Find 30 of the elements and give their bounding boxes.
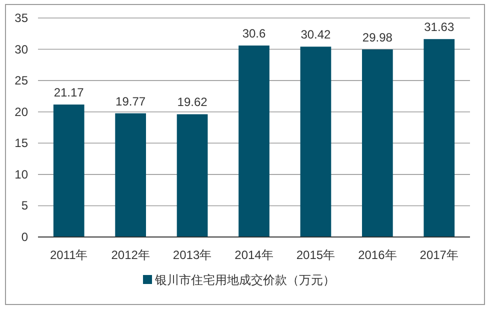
legend-label: 银川市住宅用地成交价款（万元） [154,273,335,287]
data-label: 19.77 [116,94,146,108]
data-label: 19.62 [177,95,208,110]
y-tick-label: 35 [14,11,28,25]
y-tick-label: 20 [14,104,28,119]
x-tick-label: 2014年 [234,248,274,262]
y-tick-label: 25 [14,74,28,88]
data-label: 29.98 [362,30,393,44]
x-tick-label: 2016年 [358,248,397,262]
data-label: 30.6 [242,26,266,41]
data-label: 30.42 [300,28,332,42]
bar [238,46,270,237]
x-tick-label: 2017年 [420,248,458,262]
bar [424,39,455,237]
y-tick-label: 15 [14,136,28,150]
x-tick-label: 2012年 [111,248,150,262]
x-tick-label: 2015年 [296,248,336,262]
bar [115,113,146,237]
x-tick-label: 2013年 [172,248,212,262]
y-tick-label: 5 [21,198,28,213]
bar [300,46,332,237]
x-tick-label: 2011年 [50,248,88,262]
y-tick-label: 0 [21,230,28,244]
data-label: 31.63 [424,20,454,34]
bar [176,114,208,237]
y-tick-label: 30 [14,42,28,56]
y-tick-label: 10 [14,167,28,182]
bar [362,49,393,237]
data-label: 21.17 [54,86,84,100]
bar [53,104,84,237]
